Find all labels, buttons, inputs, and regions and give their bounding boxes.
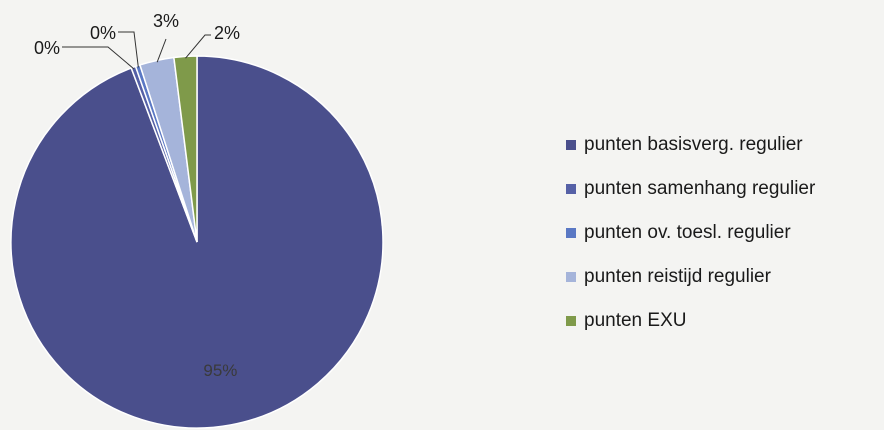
legend-label: punten samenhang regulier (584, 178, 816, 199)
legend-swatch (566, 140, 576, 150)
data-label: 0% (34, 38, 60, 58)
legend-swatch (566, 184, 576, 194)
legend-label: punten reistijd regulier (584, 266, 771, 287)
legend-label: punten ov. toesl. regulier (584, 222, 791, 243)
data-label: 2% (214, 23, 240, 43)
leader-line (118, 31, 139, 68)
leader-line (156, 38, 167, 63)
pie-slice (10, 55, 384, 429)
data-label: 95% (203, 361, 237, 380)
legend-swatch (566, 316, 576, 326)
legend-item: punten basisverg. regulier (566, 132, 884, 158)
legend-item: punten EXU (566, 308, 884, 334)
legend-label: punten basisverg. regulier (584, 134, 803, 155)
pie-slice (173, 55, 198, 243)
legend-item: punten samenhang regulier (566, 176, 884, 202)
data-label: 0% (90, 23, 116, 43)
legend-swatch (566, 228, 576, 238)
leader-line (62, 46, 135, 70)
legend-swatch (566, 272, 576, 282)
legend-label: punten EXU (584, 310, 687, 331)
legend-item: punten reistijd regulier (566, 264, 884, 290)
data-label: 3% (153, 11, 179, 31)
legend-item: punten ov. toesl. regulier (566, 220, 884, 246)
leader-line (185, 34, 211, 59)
legend: punten basisverg. regulier punten samenh… (566, 132, 884, 352)
